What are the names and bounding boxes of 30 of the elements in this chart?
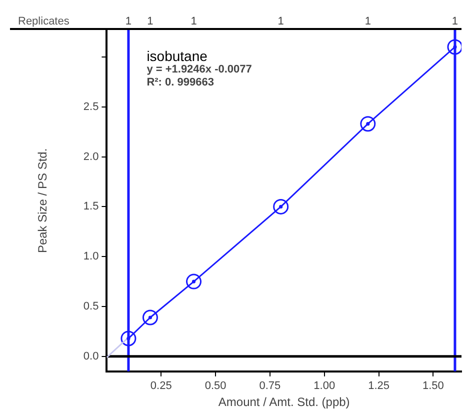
y-axis-title: Peak Size / PS Std. xyxy=(36,148,50,254)
text: 1 xyxy=(190,16,197,28)
point xyxy=(273,198,289,214)
x-tick-label: 1.00 xyxy=(314,380,336,392)
point xyxy=(447,39,462,55)
y-tick-label: 0.5 xyxy=(83,300,99,313)
x-axis-title: Amount / Amt. Std. (ppb) xyxy=(218,395,350,410)
point xyxy=(142,310,158,326)
x-tick-label: 0.75 xyxy=(259,380,281,392)
y-tick-label: 2.5 xyxy=(83,100,99,113)
x-tick-label: 0.50 xyxy=(204,380,226,392)
text: 1 xyxy=(452,16,458,28)
y-tick-label: 0.0 xyxy=(83,350,99,362)
text: 1 xyxy=(147,16,154,28)
annotation: isobutane xyxy=(146,48,208,64)
text: 1 xyxy=(125,16,132,28)
text: Replicates xyxy=(18,16,70,28)
x-tick-label: 1.50 xyxy=(422,380,444,392)
text: 1 xyxy=(364,16,371,28)
annotation: y = +1.9246x -0.0077 xyxy=(146,64,252,76)
point xyxy=(360,116,376,132)
x-tick-label: 1.25 xyxy=(368,380,390,392)
y-tick-label: 1.0 xyxy=(83,250,99,263)
text: 1 xyxy=(278,16,284,28)
y-tick-label: 1.5 xyxy=(83,200,99,213)
y-tick-label: 2.0 xyxy=(83,150,99,163)
point xyxy=(120,330,136,346)
point xyxy=(186,274,202,290)
x-tick-label: 0.25 xyxy=(150,380,172,392)
annotation: R²: 0. 999663 xyxy=(146,76,214,89)
